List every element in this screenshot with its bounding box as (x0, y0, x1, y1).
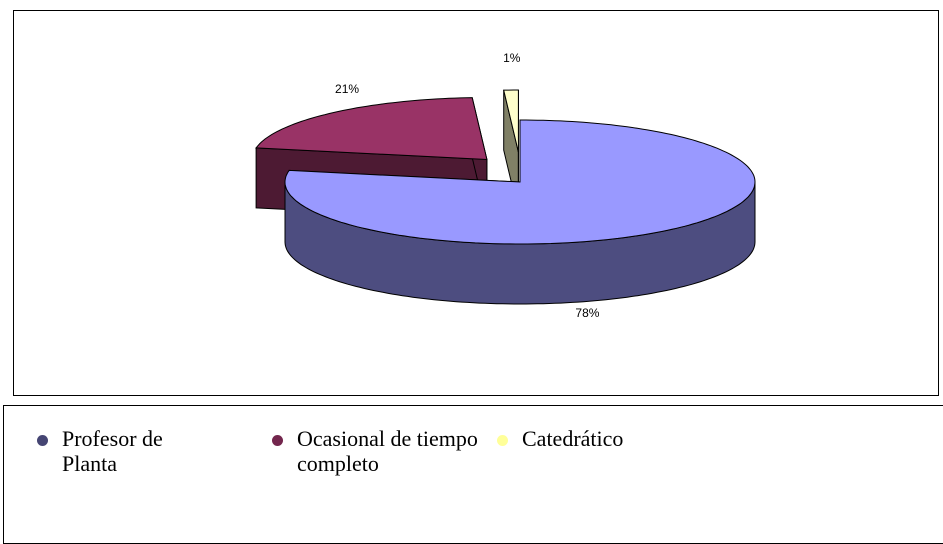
chart: 21% 1% 78% (255, 51, 756, 320)
legend-label: Catedrático (522, 426, 624, 451)
legend: Profesor de Planta Ocasional de tiempo co… (3, 405, 943, 544)
data-label: 78% (575, 306, 599, 320)
legend-item: Ocasional de tiempo completo (272, 426, 497, 476)
legend-marker (497, 435, 508, 446)
chart-frame (13, 10, 939, 396)
legend-label: Ocasional de tiempo completo (297, 426, 478, 476)
legend-item: Catedrático (497, 426, 662, 451)
data-label: 1% (503, 51, 521, 65)
data-label: 21% (335, 82, 359, 96)
slice (503, 89, 519, 153)
slice (284, 119, 756, 245)
slice (255, 97, 488, 161)
legend-item: Profesor de Planta (37, 426, 202, 476)
legend-marker (37, 435, 48, 446)
legend-label: Profesor de Planta (62, 426, 163, 476)
legend-marker (272, 435, 283, 446)
